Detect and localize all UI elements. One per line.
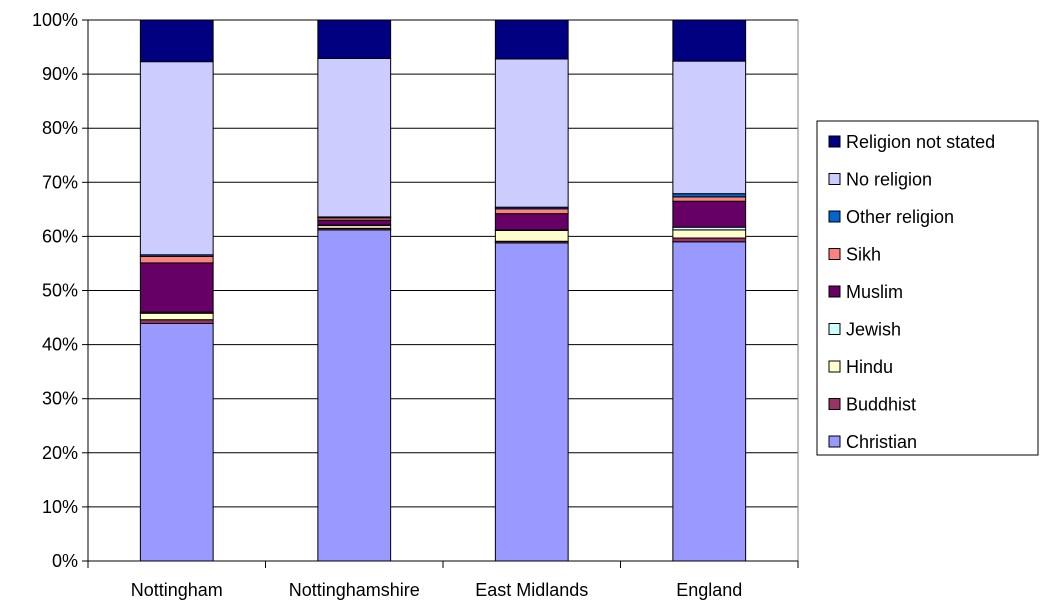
legend-label: Religion not stated	[846, 132, 995, 152]
bar-segment	[672, 237, 747, 243]
y-tick-label: 40%	[42, 335, 78, 355]
bar-segment	[317, 57, 392, 218]
x-tick-label: England	[676, 580, 742, 600]
bar-segment	[139, 312, 214, 321]
bar-segment	[494, 242, 569, 562]
legend-swatch	[828, 135, 841, 148]
bar-segment	[494, 208, 569, 215]
legend-swatch	[828, 360, 841, 373]
legend-swatch	[828, 398, 841, 410]
y-tick-label: 90%	[42, 64, 78, 84]
legend: Religion not stated No religion Other reli…	[816, 120, 1039, 456]
x-tick-label: Nottinghamshire	[289, 580, 420, 600]
legend-label: Christian	[846, 432, 917, 452]
bar-segment	[139, 323, 214, 562]
legend-swatch	[828, 435, 841, 448]
legend-swatch	[828, 210, 841, 223]
y-tick-label: 80%	[42, 118, 78, 138]
bar-segment	[672, 200, 747, 228]
bar-segment	[494, 58, 569, 208]
bar-segment	[317, 19, 392, 59]
bar-segment	[494, 229, 569, 242]
legend-label: Hindu	[846, 357, 893, 377]
bar-segment	[672, 19, 747, 62]
y-tick-label: 100%	[32, 10, 78, 30]
bar-segment	[494, 19, 569, 60]
y-tick-label: 70%	[42, 172, 78, 192]
bar-segment	[139, 19, 214, 63]
legend-swatch	[828, 173, 841, 185]
bar-segment	[139, 262, 214, 313]
legend-label: Muslim	[846, 282, 903, 302]
y-tick-label: 30%	[42, 389, 78, 409]
bar-segment	[672, 60, 747, 195]
x-tick-label: East Midlands	[475, 580, 588, 600]
bar-segment	[317, 219, 392, 226]
bar-segment	[672, 229, 747, 239]
legend-label: No religion	[846, 170, 932, 190]
y-tick-label: 10%	[42, 497, 78, 517]
legend-label: Sikh	[846, 245, 881, 265]
y-tick-label: 50%	[42, 281, 78, 301]
y-tick-label: 0%	[52, 551, 78, 571]
bar-segment	[317, 229, 392, 562]
x-tick-label: Nottingham	[131, 580, 223, 600]
bar-segment	[139, 255, 214, 264]
bar-segment	[672, 241, 747, 562]
legend-box	[816, 120, 1039, 456]
legend-label: Buddhist	[846, 395, 916, 415]
bar-segment	[139, 319, 214, 325]
bar-segment	[139, 61, 214, 256]
legend-label: Jewish	[846, 320, 901, 340]
legend-swatch	[828, 285, 841, 298]
y-tick-label: 20%	[42, 443, 78, 463]
legend-label: Other religion	[846, 207, 954, 227]
legend-swatch	[828, 323, 841, 335]
legend-swatch	[828, 248, 841, 260]
bar-segment	[672, 196, 747, 202]
y-tick-label: 60%	[42, 226, 78, 246]
plot-area: 0% 10% 20% 30% 40% 50% 60% 70% 80% 90% 100% Notting…	[32, 10, 799, 600]
bar-segment	[494, 213, 569, 231]
